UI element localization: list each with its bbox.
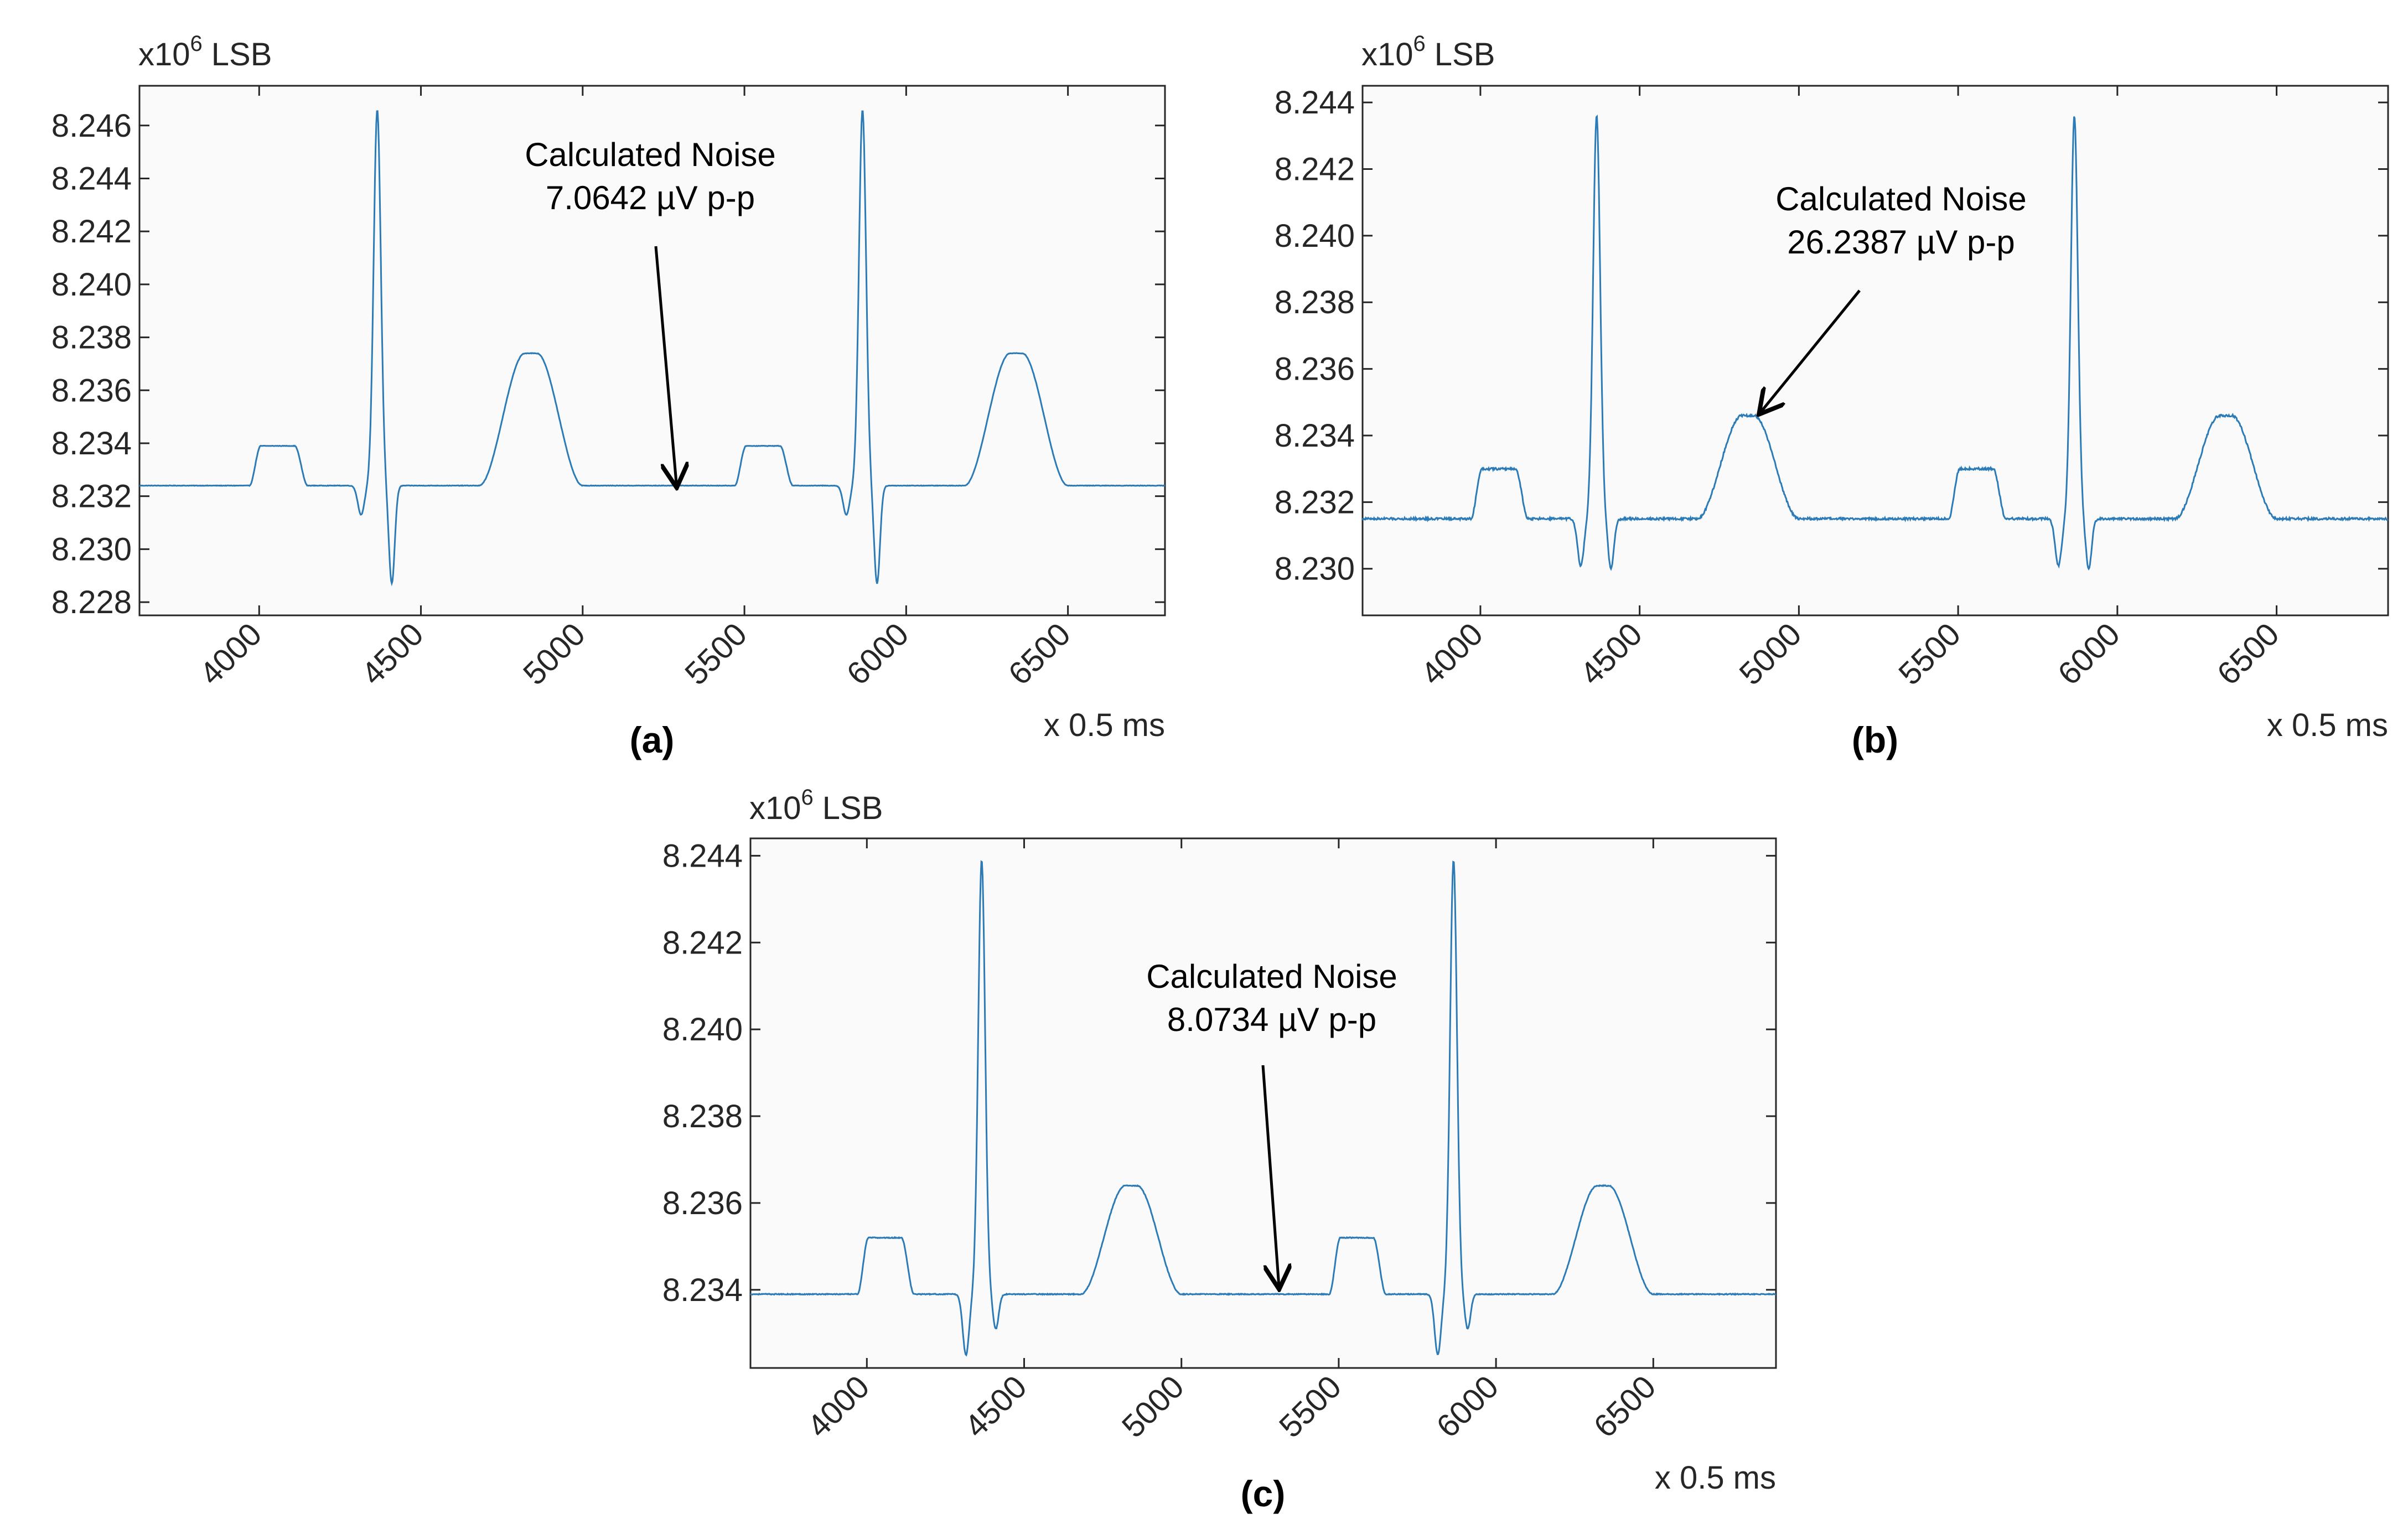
annotation-line2: 8.0734 µV p-p [1167,1001,1376,1038]
y-axis-ticks: 8.234 8.236 8.238 8.240 8.242 8.244 [662,838,1776,1308]
y-tick-label: 8.234 [662,1272,743,1308]
annotation-line2: 7.0642 µV p-p [546,179,755,216]
y-tick-label: 8.234 [1275,418,1355,454]
y-axis-ticks: 8.230 8.232 8.234 8.236 8.238 8.240 8.242 8.244 [1275,85,2388,587]
annotation-line1: Calculated Noise [1146,958,1397,995]
ecg-trace [1361,114,2389,571]
y-tick-label: 8.244 [662,838,743,874]
y-axis-ticks: 8.228 8.230 8.232 8.234 8.236 8.238 8.240 8.242… [51,108,1165,620]
x-tick-label: 6000 [1430,1369,1505,1444]
x-unit-label: x 0.5 ms [1044,707,1165,743]
y-tick-label: 8.244 [51,160,132,196]
plot-area [138,85,1166,616]
x-tick-label: 5000 [516,616,592,692]
y-tick-label: 8.246 [51,108,132,144]
annotation-line1: Calculated Noise [525,136,776,173]
panel-label: (c) [1241,1473,1286,1514]
x-tick-label: 4000 [800,1369,876,1444]
ecg-trace [749,860,1776,1357]
plot-area [749,837,1777,1369]
y-tick-label: 8.236 [51,372,132,408]
y-tick-label: 8.240 [51,267,132,303]
y-tick-label: 8.244 [1275,85,1355,121]
y-tick-label: 8.242 [1275,151,1355,187]
panel-c: 8.234 8.236 8.238 8.240 8.242 8.244 4000 4500 5… [662,785,1777,1514]
x-tick-label: 6500 [1002,616,1078,692]
y-unit-label: x106 LSB [138,32,272,72]
x-tick-label: 4500 [958,1369,1034,1444]
y-tick-label: 8.240 [1275,218,1355,254]
x-tick-label: 5000 [1732,616,1808,692]
x-tick-label: 4500 [355,616,431,692]
y-tick-label: 8.242 [662,925,743,961]
panel-label: (a) [630,719,675,760]
annotation-line2: 26.2387 µV p-p [1787,224,2015,261]
plot-area [1361,85,2389,616]
x-unit-label: x 0.5 ms [2267,707,2388,743]
y-tick-label: 8.240 [662,1012,743,1048]
panel-a: 8.228 8.230 8.232 8.234 8.236 8.238 8.240 8.242… [51,32,1166,760]
y-tick-label: 8.236 [1275,351,1355,387]
y-tick-label: 8.228 [51,584,132,620]
y-tick-label: 8.232 [51,479,132,515]
y-tick-label: 8.238 [1275,284,1355,320]
x-tick-label: 5500 [1892,616,1967,692]
x-tick-label: 5500 [678,616,754,692]
y-tick-label: 8.232 [1275,484,1355,520]
ecg-trace [139,110,1165,587]
annotation-line1: Calculated Noise [1775,180,2027,217]
y-tick-label: 8.238 [51,320,132,356]
x-tick-label: 4000 [1414,616,1490,692]
x-tick-label: 5000 [1115,1369,1191,1444]
y-tick-label: 8.234 [51,426,132,462]
x-tick-label: 4500 [1573,616,1649,692]
x-tick-label: 5500 [1272,1369,1348,1444]
x-tick-label: 6000 [2051,616,2127,692]
y-tick-label: 8.238 [662,1098,743,1134]
y-tick-label: 8.242 [51,214,132,250]
x-unit-label: x 0.5 ms [1655,1460,1776,1496]
panel-label: (b) [1852,719,1898,760]
x-tick-label: 4000 [193,616,268,692]
annotation-arrow [1261,1065,1279,1287]
annotation-arrow [1760,289,1861,412]
y-tick-label: 8.230 [1275,551,1355,587]
y-tick-label: 8.230 [51,531,132,567]
y-tick-label: 8.236 [662,1185,743,1221]
panel-b: 8.230 8.232 8.234 8.236 8.238 8.240 8.242 8.244… [1275,32,2389,760]
x-tick-label: 6500 [2210,616,2286,692]
noise-annotation: Calculated Noise 7.0642 µV p-p [525,136,776,485]
x-tick-label: 6500 [1587,1369,1663,1444]
annotation-arrow [654,246,676,485]
noise-annotation: Calculated Noise 8.0734 µV p-p [1146,958,1397,1287]
noise-annotation: Calculated Noise 26.2387 µV p-p [1760,180,2027,412]
y-unit-label: x106 LSB [749,785,883,826]
y-unit-label: x106 LSB [1361,32,1495,72]
x-tick-label: 6000 [840,616,915,692]
